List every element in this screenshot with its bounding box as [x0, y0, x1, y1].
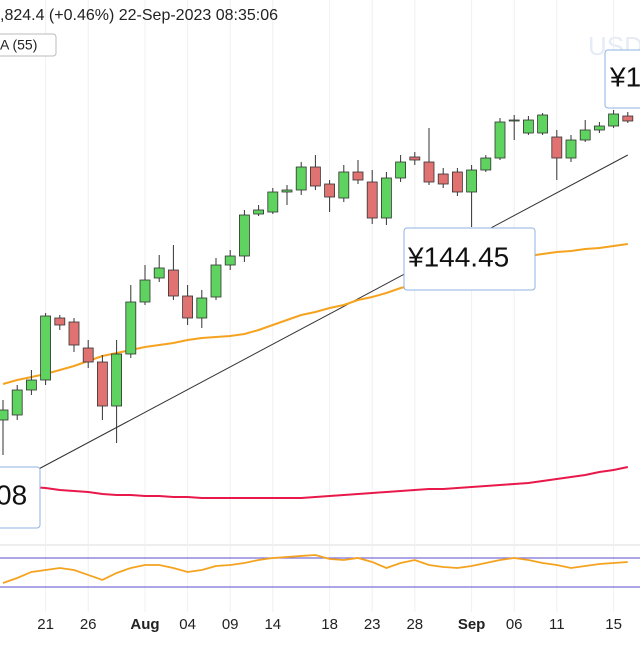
candle-body — [565, 139, 577, 159]
candle-body — [196, 297, 208, 319]
indicator-label: A (55) — [0, 37, 37, 53]
candle-body — [68, 321, 80, 346]
candle-body — [153, 267, 165, 279]
annotation: ¥144.45 — [407, 241, 509, 272]
candle-body — [537, 114, 548, 134]
candle-body — [508, 119, 520, 122]
candle-body — [523, 119, 534, 134]
candle-body — [480, 157, 492, 171]
x-tick-label: 14 — [264, 616, 281, 633]
x-tick-label: 04 — [179, 616, 196, 633]
candle-body — [182, 295, 194, 319]
chart-title: ,824.4 (+0.46%) 22-Sep-2023 08:35:06 — [0, 7, 278, 24]
candle-body — [380, 177, 392, 219]
x-tick-label: 11 — [549, 616, 565, 633]
candle-body — [437, 173, 449, 185]
candle-body — [622, 115, 634, 122]
candle-body — [608, 113, 619, 127]
x-tick-label: Sep — [458, 616, 486, 633]
candle-body — [423, 161, 435, 183]
candle-body — [139, 279, 151, 303]
candle-body — [0, 409, 9, 421]
x-tick-label: Aug — [130, 616, 159, 633]
candle-body — [451, 171, 463, 193]
candle-body — [395, 161, 407, 179]
candle-body — [97, 361, 108, 407]
candle-body — [25, 379, 37, 391]
candle-body — [409, 156, 421, 161]
annotation-box — [604, 49, 640, 109]
candle-body — [295, 166, 307, 191]
candle-body — [111, 353, 122, 407]
candle-body — [11, 389, 23, 416]
x-tick-label: 23 — [364, 616, 381, 633]
candle-body — [579, 129, 591, 141]
annotation-box — [0, 466, 41, 529]
candle-body — [54, 317, 66, 326]
candle-body — [309, 166, 321, 187]
indicator-box — [0, 33, 57, 57]
candle-body — [125, 301, 137, 355]
candle-body — [167, 269, 179, 297]
candle-body — [594, 125, 605, 131]
moving-average — [2, 466, 629, 499]
candle-body — [494, 121, 506, 159]
candle-body — [40, 315, 51, 381]
candle-body — [281, 189, 293, 193]
x-tick-label: 21 — [37, 616, 54, 633]
candle-body — [82, 347, 94, 363]
candle-body — [366, 181, 378, 219]
candle-body — [210, 264, 222, 298]
candle-body — [324, 183, 336, 198]
oscillator-line — [2, 554, 628, 584]
annotation: 08 — [0, 479, 27, 510]
candle-body — [338, 171, 350, 199]
x-tick-label: 28 — [406, 616, 423, 633]
x-tick-label: 26 — [80, 616, 97, 633]
candle-body — [551, 136, 563, 159]
candle-body — [253, 209, 265, 215]
candle-body — [238, 214, 250, 257]
annotation-box — [403, 227, 536, 291]
x-tick-label: 09 — [222, 616, 239, 633]
candle-body — [224, 255, 236, 266]
annotation: ¥1 — [609, 61, 640, 92]
candle-body — [352, 171, 364, 181]
x-tick-label: 15 — [605, 616, 622, 633]
candle-body — [267, 191, 279, 213]
candle-body — [466, 169, 478, 193]
x-tick-label: 06 — [506, 616, 523, 633]
trendline — [2, 154, 629, 489]
x-tick-label: 18 — [321, 616, 338, 633]
